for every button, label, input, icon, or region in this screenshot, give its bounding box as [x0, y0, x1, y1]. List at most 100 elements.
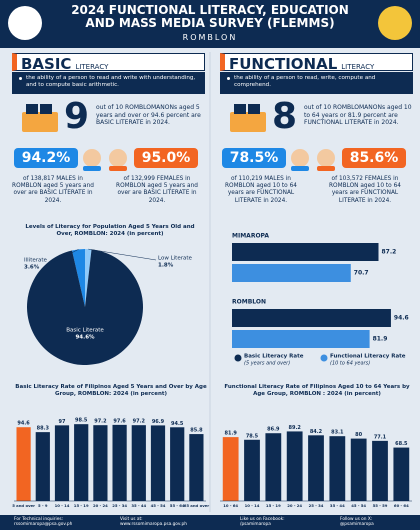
bar: [232, 264, 351, 282]
bar: [35, 432, 50, 501]
footer-item: Follow us on X: @psamimaropa: [340, 517, 374, 527]
value-label: 81.9: [373, 336, 388, 343]
pie-slice: [71, 249, 85, 307]
x-tick-label: 25 - 34: [112, 503, 127, 508]
headline-text: out of 10 ROMBLOMANONs aged 10 to 64 yea…: [304, 104, 412, 127]
bar: [222, 437, 239, 501]
bar: [232, 330, 370, 348]
value-label: 89.2: [288, 425, 301, 431]
footer-value: @psamimaropa: [340, 522, 374, 528]
legend-label: Functional Literacy Rate: [330, 354, 406, 360]
bar: [372, 440, 388, 501]
bar: [54, 425, 70, 501]
x-tick-label: 65 and over: [184, 503, 210, 508]
x-tick-label: 35 - 44: [330, 503, 345, 508]
male-text: of 110,219 MALES in ROMBLON aged 10 to 6…: [225, 176, 297, 204]
category-label: ROMBLON: [232, 299, 266, 306]
legend-label: Basic Literacy Rate: [244, 354, 304, 360]
value-label: 94.6: [394, 315, 409, 322]
x-tick-label: 35 - 44: [131, 503, 146, 508]
value-label: 97.2: [94, 419, 107, 425]
bar: [232, 243, 379, 261]
legend-swatch: [234, 354, 242, 362]
value-label: 87.2: [381, 249, 396, 256]
title: 2024 FUNCTIONAL LITERACY, EDUCATION: [71, 3, 349, 17]
x-tick-label: 20 - 24: [287, 503, 302, 508]
section-heading: FUNCTIONAL LITERACY: [220, 53, 413, 73]
male-rate: 78.5%: [222, 148, 286, 168]
female-text: of 132,999 FEMALES in ROMBLON aged 5 yea…: [116, 176, 198, 204]
value-label: 96.9: [152, 419, 165, 425]
female-icon: [109, 149, 127, 171]
title: AND MASS MEDIA SURVEY (FLEMMS): [85, 16, 335, 30]
headline-text: out of 10 ROMBLOMANONs aged 5 years and …: [96, 104, 201, 127]
value-label: 78.5: [246, 433, 259, 439]
definition: the ability of a person to read and writ…: [12, 72, 205, 94]
header-bar: [0, 0, 420, 48]
chart-title: Functional Literacy Rate of Filipinos Ag…: [224, 384, 410, 397]
x-tick-label: 25 - 34: [309, 503, 324, 508]
x-tick-label: 10 - 64: [223, 503, 238, 508]
heading-suffix: LITERACY: [341, 63, 375, 71]
pie-slice: [85, 249, 92, 307]
value-label: 68.5: [395, 441, 408, 447]
male-icon: [291, 149, 309, 171]
x-tick-label: 5 - 9: [38, 503, 48, 508]
value-label: 97.6: [113, 418, 126, 424]
value-label: 81.9: [224, 431, 237, 437]
x-tick-label: 60 - 64: [394, 503, 409, 508]
bar: [150, 425, 166, 501]
pie-value-label: 3.6%: [24, 265, 40, 271]
male-text: of 138,817 MALES in ROMBLON aged 5 years…: [12, 176, 94, 204]
value-label: 85.8: [190, 428, 203, 434]
bar: [93, 425, 108, 501]
female-rate: 85.6%: [342, 148, 406, 168]
pie-value-label: 94.6%: [75, 335, 95, 341]
bar: [189, 434, 204, 501]
pie-label: Illiterate: [24, 258, 48, 264]
footer-item: For Technical inquiries: rssomimaropa@psa…: [14, 517, 72, 527]
value-label: 70.7: [354, 270, 369, 277]
chart-title: Basic Literacy Rate of Filipinos Aged 5 …: [15, 384, 207, 397]
x-tick-label: 55 - 59: [373, 503, 388, 508]
footer-value: /psamimaropa: [240, 522, 271, 528]
x-tick-label: 45 - 54: [351, 503, 366, 508]
footer-bar: [0, 515, 420, 530]
footer-label: Visit us at:: [120, 517, 143, 522]
female-text: of 103,572 FEMALES in ROMBLON aged 10 to…: [329, 176, 401, 204]
headline-number: 8: [272, 96, 298, 137]
value-label: 84.2: [310, 429, 323, 435]
bar: [16, 427, 31, 501]
x-tick-label: 10 - 14: [55, 503, 70, 508]
bar: [329, 436, 346, 501]
bar: [74, 424, 89, 501]
value-label: 98.5: [75, 418, 88, 424]
bar: [232, 309, 391, 327]
value-label: 94.5: [171, 421, 184, 427]
value-label: 77.1: [374, 434, 387, 440]
pie-value-label: 1.8%: [158, 263, 174, 269]
logo: [8, 6, 42, 40]
value-label: 86.9: [267, 427, 280, 433]
footer-item: Like us on Facebook:/psamimaropa: [240, 517, 285, 527]
x-tick-label: 15 - 19: [266, 503, 281, 508]
footer-value: www.rssomimaropa.psa.gov.ph: [120, 522, 187, 528]
footer-label: For Technical inquiries:: [14, 517, 64, 522]
female-icon: [317, 149, 335, 171]
legend-note: (10 to 64 years): [330, 361, 370, 367]
x-tick-label: 20 - 24: [93, 503, 108, 508]
value-label: 88.3: [37, 426, 50, 432]
headline-number: 9: [64, 96, 90, 137]
value-label: 97: [59, 419, 66, 425]
x-tick-label: 10 - 14: [245, 503, 260, 508]
pie-label: Low Literate: [158, 256, 192, 262]
value-label: 94.6: [17, 421, 30, 427]
chart-title: Levels of Literacy for Population Aged 5…: [25, 224, 195, 237]
legend-note: (5 years and over): [244, 361, 290, 367]
bar: [265, 433, 282, 501]
bar: [244, 439, 260, 501]
value-label: 83.1: [331, 430, 344, 436]
definition: the ability of a person to read, write, …: [220, 72, 413, 94]
heading: FUNCTIONAL: [229, 55, 338, 73]
